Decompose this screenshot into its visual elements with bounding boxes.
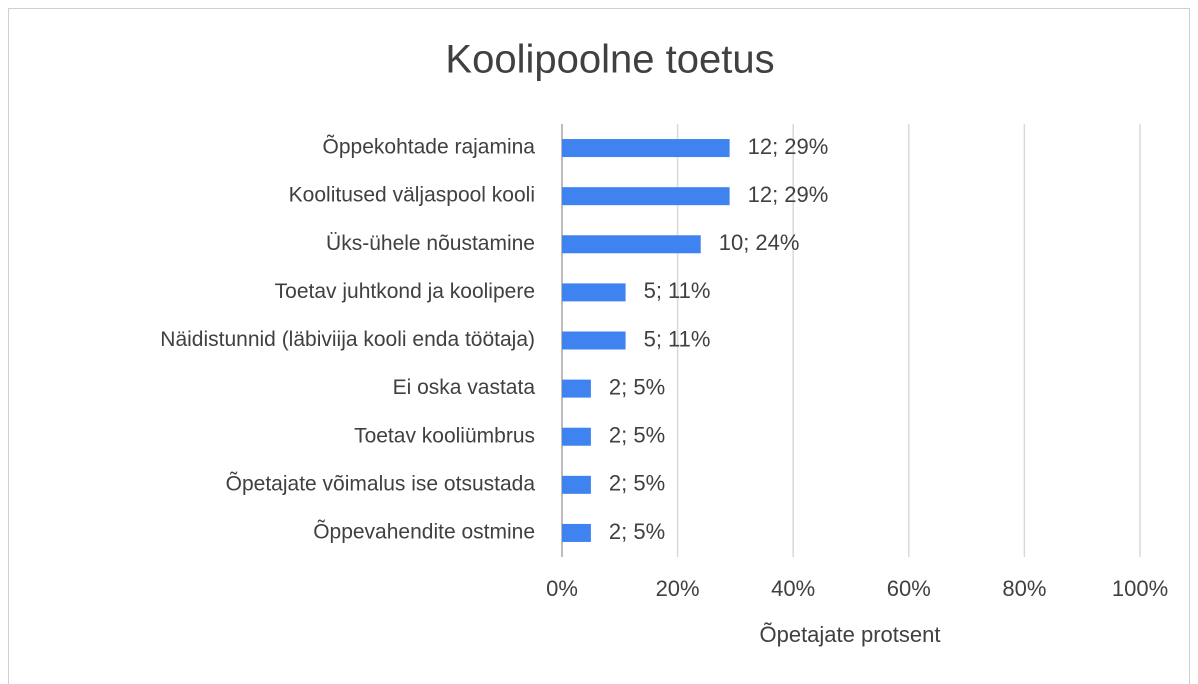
bar	[562, 523, 591, 542]
y-tick-label: Ei oska vastata	[393, 376, 536, 399]
value-label: 2; 5%	[609, 374, 665, 399]
y-tick-label: Üks-ühele nõustamine	[326, 232, 535, 255]
value-label: 2; 5%	[609, 423, 665, 448]
bar	[562, 139, 730, 158]
x-axis-title: Õpetajate protsent	[759, 622, 940, 647]
bar	[562, 283, 626, 302]
value-label: 2; 5%	[609, 519, 665, 544]
value-label: 5; 11%	[644, 278, 711, 303]
value-label: 12; 29%	[748, 134, 829, 159]
x-tick-label: 40%	[771, 576, 815, 601]
value-label: 5; 11%	[644, 326, 711, 351]
value-label: 10; 24%	[719, 230, 800, 255]
y-tick-label: Koolitused väljaspool kooli	[289, 184, 535, 207]
chart-title: Koolipoolne toetus	[445, 38, 774, 82]
y-tick-label: Näidistunnid (läbiviija kooli enda tööta…	[160, 328, 535, 351]
value-label: 2; 5%	[609, 471, 665, 496]
value-label: 12; 29%	[748, 182, 829, 207]
y-tick-label: Õppekohtade rajamina	[323, 135, 536, 159]
x-tick-label: 60%	[887, 576, 931, 601]
bar	[562, 331, 626, 350]
y-tick-label: Õpetajate võimalus ise otsustada	[226, 471, 536, 495]
x-tick-label: 100%	[1112, 576, 1168, 601]
x-tick-label: 20%	[656, 576, 700, 601]
y-tick-label: Toetav juhtkond ja koolipere	[275, 280, 535, 303]
bar	[562, 379, 591, 398]
y-tick-label: Õppevahendite ostmine	[313, 519, 535, 543]
bar	[562, 427, 591, 446]
y-tick-label: Toetav kooliümbrus	[354, 424, 535, 447]
x-tick-label: 0%	[546, 576, 578, 601]
bar	[562, 187, 730, 206]
bar	[562, 235, 701, 254]
x-tick-label: 80%	[1002, 576, 1046, 601]
bar	[562, 475, 591, 494]
